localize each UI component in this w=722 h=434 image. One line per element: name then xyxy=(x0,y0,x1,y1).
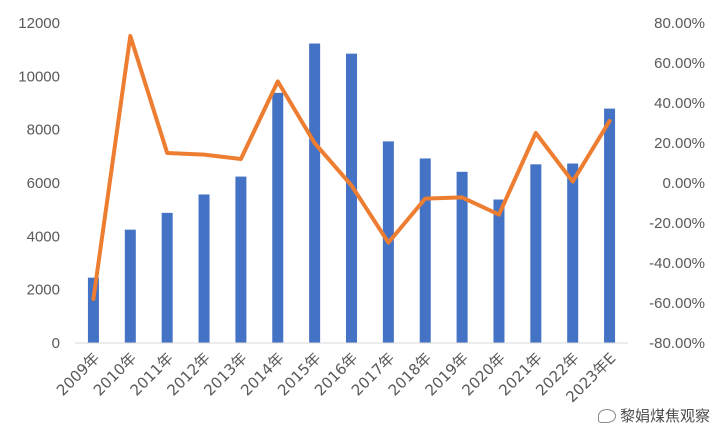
watermark-text: 黎娟煤焦观察 xyxy=(619,407,710,425)
bar xyxy=(567,163,579,343)
left-axis-tick-label: 8000 xyxy=(27,122,60,139)
bar xyxy=(124,229,136,343)
bar xyxy=(604,108,616,343)
bar xyxy=(456,171,468,343)
bar xyxy=(235,176,247,343)
bar xyxy=(87,277,99,343)
right-axis-tick-label: -40.00% xyxy=(649,255,705,272)
right-axis-tick-label: 60.00% xyxy=(654,55,705,72)
bar xyxy=(161,212,173,343)
right-axis-tick-label: 0.00% xyxy=(662,175,705,192)
bar xyxy=(346,53,357,344)
right-axis-tick-label: 20.00% xyxy=(654,135,705,152)
left-axis-tick-label: 6000 xyxy=(27,175,60,192)
right-axis-tick-label: -80.00% xyxy=(649,335,705,352)
wechat-icon xyxy=(597,408,616,423)
left-axis-tick-label: 10000 xyxy=(18,68,60,85)
bar xyxy=(309,43,321,344)
bar xyxy=(272,92,284,343)
right-axis-tick-label: -60.00% xyxy=(649,295,705,312)
bar-series xyxy=(87,43,616,344)
left-axis-tick-label: 4000 xyxy=(27,228,60,245)
bar xyxy=(198,194,210,343)
bar xyxy=(530,164,542,343)
watermark: 黎娟煤焦观察 xyxy=(597,405,710,426)
bar xyxy=(419,158,431,343)
right-axis-ticks: -80.00% -60.00% -40.00% -20.00% 0.00% 20.00% 4… xyxy=(649,15,705,352)
line-series xyxy=(91,34,612,301)
right-axis-tick-label: -20.00% xyxy=(649,215,705,232)
left-axis-tick-label: 12000 xyxy=(18,15,60,32)
left-axis-ticks: 0 2000 4000 6000 8000 10000 12000 xyxy=(18,15,60,352)
right-axis-tick-label: 80.00% xyxy=(654,15,705,32)
bar xyxy=(493,199,505,343)
x-axis-ticks: 2009年2010年2011年2012年2013年2014年2015年2016年… xyxy=(53,349,619,406)
right-axis-tick-label: 40.00% xyxy=(654,95,705,112)
growth-line xyxy=(91,34,612,301)
left-axis-tick-label: 2000 xyxy=(27,282,60,299)
left-axis-tick-label: 0 xyxy=(52,335,60,352)
